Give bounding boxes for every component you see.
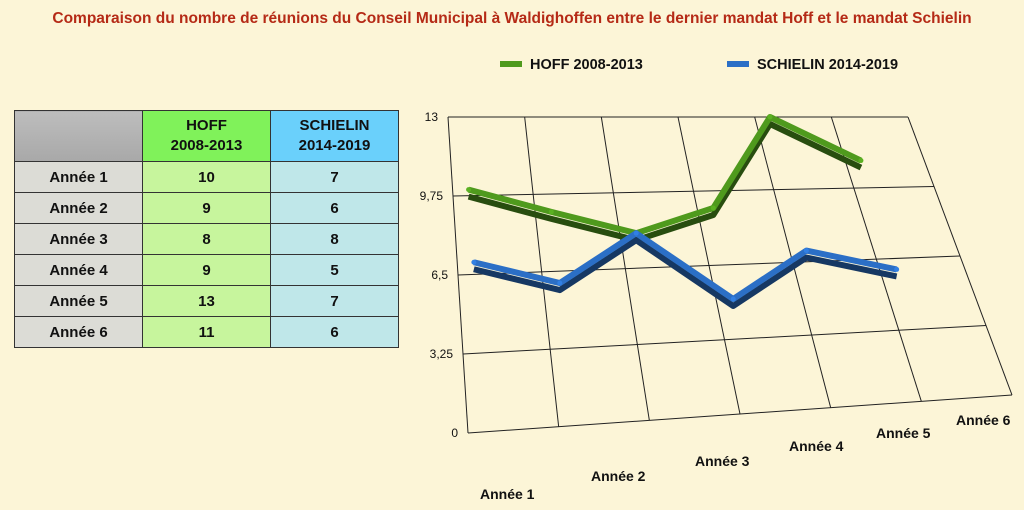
table-header-schielin: SCHIELIN 2014-2019: [270, 110, 399, 162]
x-tick-label: Année 3: [695, 453, 750, 469]
data-point: [710, 205, 716, 211]
header-hoff-line1: HOFF: [186, 117, 227, 134]
y-tick-label: 13: [425, 110, 439, 124]
series-line-shadow: [473, 237, 898, 309]
data-point: [548, 209, 554, 215]
series-line: [473, 230, 898, 302]
data-point: [858, 158, 864, 164]
schielin-value: 8: [270, 223, 399, 255]
table-row: Année 4 9 5: [14, 254, 399, 286]
x-tick-label: Année 2: [591, 468, 646, 484]
data-point: [803, 248, 809, 254]
y-tick-label: 0: [451, 426, 458, 440]
row-label: Année 1: [14, 161, 143, 193]
y-tick-label: 9,75: [420, 189, 444, 203]
table-header-row: HOFF 2008-2013 SCHIELIN 2014-2019: [14, 110, 399, 162]
hoff-value: 10: [142, 161, 271, 193]
data-table: HOFF 2008-2013 SCHIELIN 2014-2019 Année …: [14, 110, 399, 348]
x-tick-label: Année 5: [876, 425, 931, 441]
table-row: Année 1 10 7: [14, 161, 399, 193]
grid-line-horizontal: [467, 394, 1013, 434]
y-tick-label: 3,25: [430, 347, 454, 361]
header-hoff-line2: 2008-2013: [170, 137, 243, 154]
x-tick-label: Année 4: [789, 438, 844, 454]
table-row: Année 2 9 6: [14, 192, 399, 224]
table-row: Année 6 11 6: [14, 316, 399, 348]
row-label: Année 2: [14, 192, 143, 224]
x-tick-label: Année 1: [480, 486, 535, 502]
chart-title: Comparaison du nombre de réunions du Con…: [52, 10, 972, 27]
legend-label: HOFF 2008-2013: [530, 57, 643, 73]
schielin-value: 6: [270, 316, 399, 348]
hoff-value: 9: [142, 192, 271, 224]
data-point: [471, 259, 477, 265]
data-point: [466, 187, 472, 193]
schielin-value: 5: [270, 254, 399, 286]
data-point: [633, 230, 639, 236]
data-point: [894, 266, 900, 272]
header-schielin-line1: SCHIELIN: [299, 117, 370, 134]
data-point: [730, 296, 736, 302]
schielin-value: 7: [270, 161, 399, 193]
header-schielin-line2: 2014-2019: [298, 137, 371, 154]
series-line-shadow: [467, 121, 863, 244]
x-tick-label: Année 6: [956, 412, 1011, 428]
grid-line-horizontal: [452, 186, 935, 197]
hoff-value: 9: [142, 254, 271, 286]
hoff-value: 11: [142, 316, 271, 348]
row-label: Année 6: [14, 316, 143, 348]
legend-label: SCHIELIN 2014-2019: [757, 57, 898, 73]
series-line: [467, 114, 863, 237]
grid-line-horizontal: [462, 325, 987, 355]
data-point: [557, 280, 563, 286]
table-row: Année 3 8 8: [14, 223, 399, 255]
schielin-value: 6: [270, 192, 399, 224]
data-point: [767, 114, 773, 120]
y-tick-label: 6,5: [431, 268, 448, 282]
hoff-value: 13: [142, 285, 271, 317]
hoff-value: 8: [142, 223, 271, 255]
table-row: Année 5 13 7: [14, 285, 399, 317]
grid-line-horizontal: [457, 255, 961, 276]
schielin-value: 7: [270, 285, 399, 317]
